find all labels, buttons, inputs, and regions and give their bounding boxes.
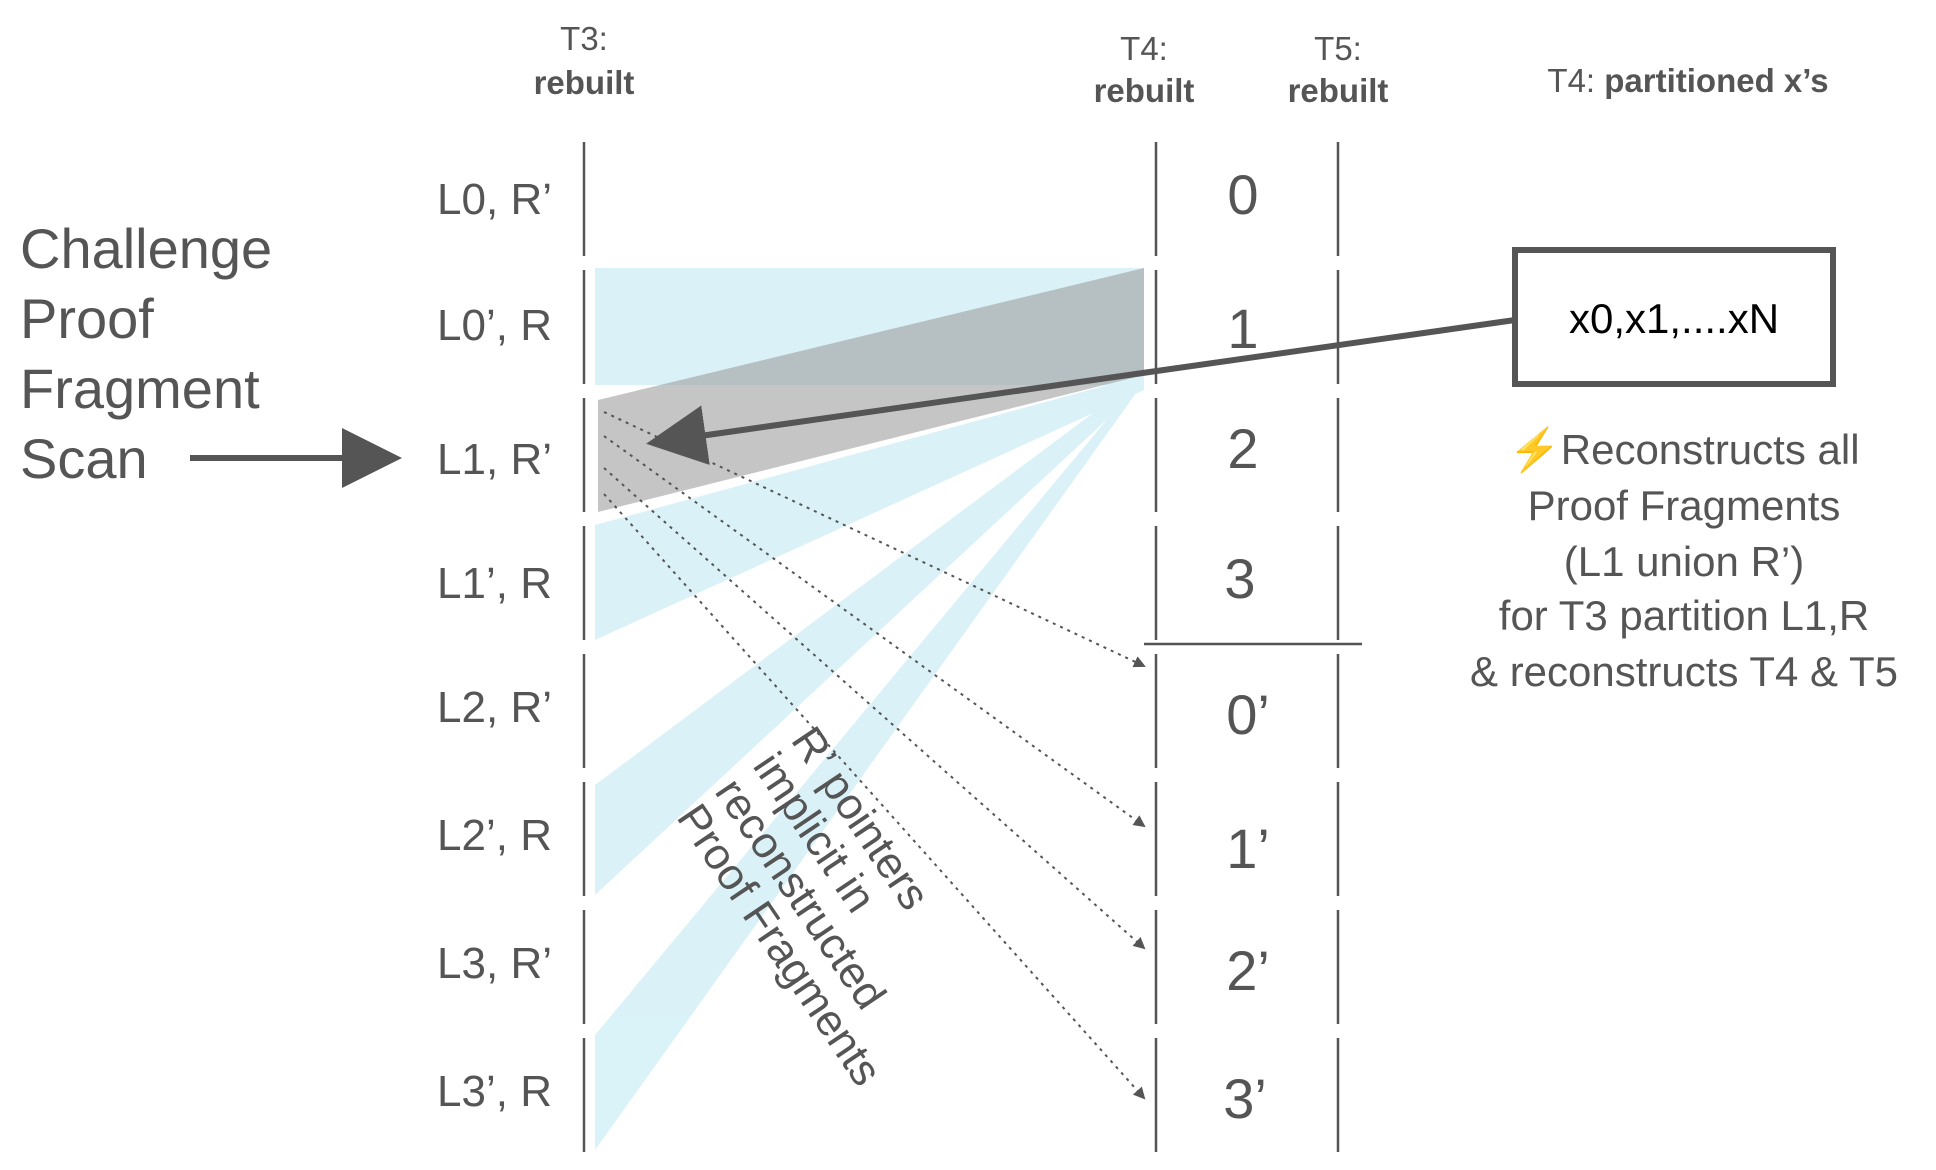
- reconstruct-arrow: [646, 317, 1516, 465]
- column-headers: T3: rebuilt T4: rebuilt T5: rebuilt T4: …: [534, 20, 1829, 109]
- t4-cell-2: 2: [1227, 417, 1258, 480]
- band-row-7: [595, 375, 1144, 1150]
- t4-cell-0: 0: [1227, 163, 1258, 226]
- t4-header-prefix: T4:: [1120, 30, 1168, 67]
- t4-cell-3: 3: [1224, 547, 1255, 610]
- note-line-0: ⚡Reconstructs all: [1508, 425, 1859, 475]
- pointer-arrow-2: [603, 467, 1146, 950]
- t5-header-label: rebuilt: [1288, 72, 1389, 109]
- note-line-3: for T3 partition L1,R: [1499, 592, 1869, 639]
- side-label-line-0: Challenge: [20, 217, 272, 280]
- note-line-4: & reconstructs T4 & T5: [1470, 648, 1898, 695]
- mapping-bands: [595, 268, 1144, 1150]
- column-lines: [582, 142, 1340, 1152]
- t4-cells: 0 1 2 3 0’ 1’ 2’ 3’: [1223, 163, 1270, 1130]
- t4-cell-6: 2’: [1226, 939, 1270, 1002]
- side-label: Challenge Proof Fragment Scan: [20, 217, 272, 490]
- band-row-3: [595, 375, 1144, 640]
- t4-cell-5: 1’: [1226, 817, 1270, 880]
- note-line-2: (L1 union R’): [1564, 538, 1804, 585]
- t3-header-prefix: T3:: [560, 20, 608, 57]
- row-label-6: L3, R’: [437, 939, 552, 988]
- x-values-text: x0,x1,....xN: [1569, 295, 1779, 342]
- row-label-2: L1, R’: [437, 435, 552, 484]
- t4-cell-4: 0’: [1226, 683, 1270, 746]
- band-row-5: [595, 375, 1144, 895]
- pointer-arrow-0: [603, 411, 1146, 668]
- t4-header-label: rebuilt: [1094, 72, 1195, 109]
- row-label-7: L3’, R: [437, 1067, 552, 1116]
- row-label-0: L0, R’: [437, 175, 552, 224]
- pointer-arrows: [603, 411, 1146, 1100]
- t3-header-label: rebuilt: [534, 64, 635, 101]
- t5-header-prefix: T5:: [1314, 30, 1362, 67]
- row-label-5: L2’, R: [437, 811, 552, 860]
- row-label-1: L0’, R: [437, 301, 552, 350]
- t4-cell-1: 1: [1227, 297, 1258, 360]
- highlight-band: [598, 268, 1144, 512]
- t4-cell-7: 3’: [1223, 1067, 1267, 1130]
- x-values-box: [1512, 247, 1836, 387]
- row-label-4: L2, R’: [437, 683, 552, 732]
- row-labels: L0, R’ L0’, R L1, R’ L1’, R L2, R’ L2’, …: [437, 175, 552, 1116]
- side-label-line-1: Proof: [20, 287, 154, 350]
- row-label-3: L1’, R: [437, 559, 552, 608]
- note-line-1: Proof Fragments: [1528, 482, 1841, 529]
- reconstruct-note: ⚡Reconstructs all Proof Fragments (L1 un…: [1470, 425, 1898, 695]
- side-label-line-3: Scan: [20, 427, 148, 490]
- side-label-line-2: Fragment: [20, 357, 260, 420]
- xs-header: T4: partitioned x’s: [1547, 62, 1828, 99]
